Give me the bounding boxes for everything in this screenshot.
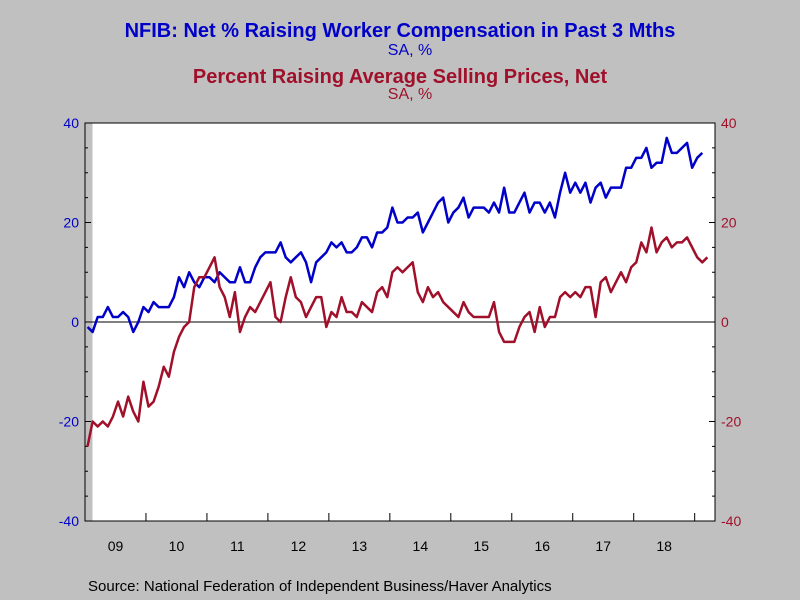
x-tick-label: 18 xyxy=(656,538,672,554)
x-tick-label: 12 xyxy=(291,538,307,554)
y-left-tick-label: 40 xyxy=(63,115,79,131)
y-right-tick-label: 40 xyxy=(721,115,737,131)
y-left-tick-label: 0 xyxy=(71,314,79,330)
chart-title: NFIB: Net % Raising Worker Compensation … xyxy=(124,20,676,42)
series-line-prices xyxy=(86,226,709,447)
chart-title-secondary-units: SA, % xyxy=(387,86,433,103)
x-tick-label: 15 xyxy=(474,538,490,554)
y-right-tick-label: 20 xyxy=(721,215,737,231)
chart-title-units: SA, % xyxy=(387,42,433,59)
x-tick-label: 10 xyxy=(169,538,185,554)
x-tick-label: 11 xyxy=(230,538,245,554)
y-right-tick-label: -40 xyxy=(721,513,741,529)
x-tick-label: 13 xyxy=(352,538,368,554)
chart-title-secondary: Percent Raising Average Selling Prices, … xyxy=(192,66,608,88)
x-tick-label: 09 xyxy=(108,538,124,554)
x-tick-label: 16 xyxy=(534,538,550,554)
y-right-tick-label: 0 xyxy=(721,314,729,330)
x-tick-label: 17 xyxy=(595,538,611,554)
series-line-compensation xyxy=(86,136,704,334)
y-right-tick-label: -20 xyxy=(721,414,741,430)
chart-source: Source: National Federation of Independe… xyxy=(88,578,552,595)
y-left-tick-label: -20 xyxy=(59,414,79,430)
y-left-tick-label: -40 xyxy=(59,513,79,529)
x-tick-label: 14 xyxy=(413,538,429,554)
y-left-tick-label: 20 xyxy=(63,215,79,231)
